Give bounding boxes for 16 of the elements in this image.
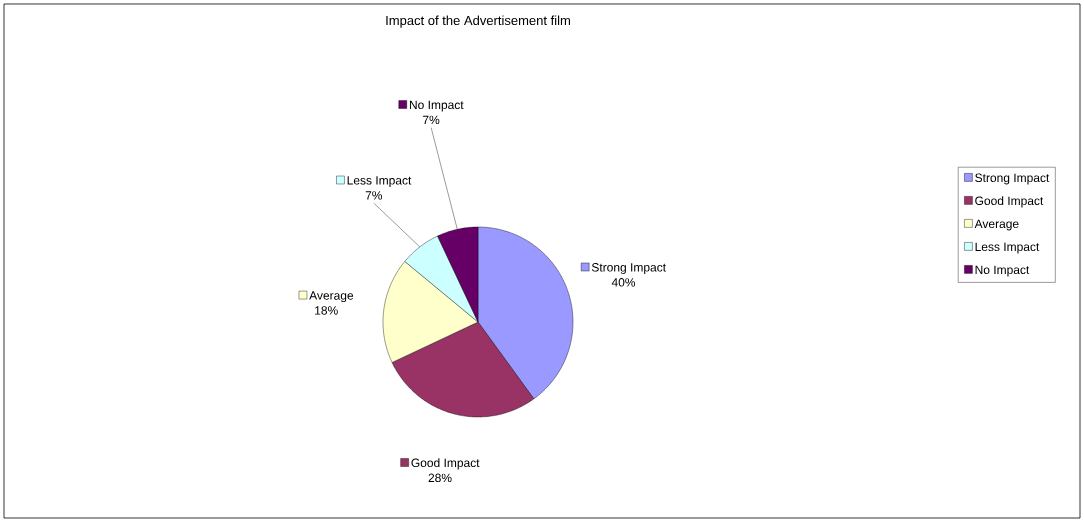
data-label: 7%: [365, 191, 383, 200]
legend-label: No Impact: [409, 100, 464, 112]
category-label: No Impact: [975, 265, 1030, 277]
legend-label: Average: [309, 291, 354, 303]
category-label: Less Impact: [975, 242, 1040, 254]
legend-label: Strong Impact: [591, 263, 666, 274]
category-label: Good Impact: [975, 196, 1044, 208]
chart-title: Impact of the Advertisement film: [386, 15, 570, 28]
legend-label: Less Impact: [347, 176, 412, 187]
data-label: 28%: [428, 473, 452, 483]
data-label: 40%: [611, 278, 636, 287]
category-label: Average: [974, 219, 1019, 231]
category-label: Strong Impact: [975, 173, 1050, 185]
data-label: 7%: [423, 115, 440, 125]
legend-label: Good Impact: [411, 458, 480, 470]
data-label: 18%: [315, 306, 338, 315]
